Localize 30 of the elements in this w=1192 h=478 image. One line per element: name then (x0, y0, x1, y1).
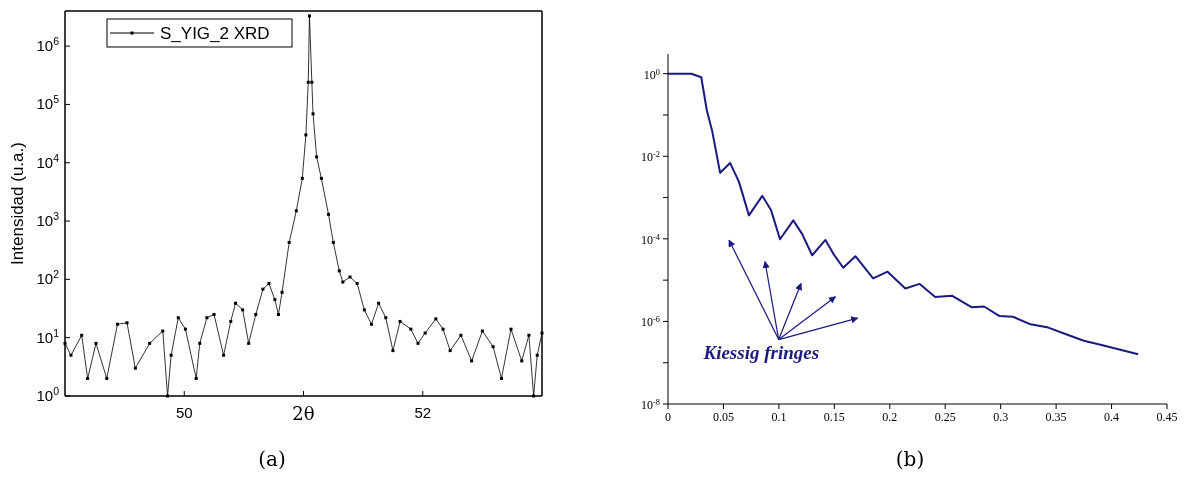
y-tick-label: 10$^{2}$ (36, 268, 60, 288)
y-tick-label: 10$^{0}$ (36, 385, 60, 404)
y-tick-label: 10$^{6}$ (36, 35, 60, 55)
x-tick-label: 0.1 (771, 410, 787, 424)
x-tick-label: 0.3 (993, 410, 1009, 424)
x-tick-label: 50 (175, 404, 193, 421)
y-tick-label: 10$^{4}$ (36, 151, 60, 171)
y-tick-label: 10$^{-6}$ (641, 314, 660, 330)
text: (b) (895, 447, 925, 471)
x-tick-label: 52 (414, 404, 432, 421)
legend-label: S_YIG_2 XRD (160, 24, 270, 43)
y-tick-label: 10$^{0}$ (643, 67, 660, 82)
y-tick-label: 10$^{5}$ (36, 93, 60, 113)
annotation: Kiessig fringes (702, 342, 820, 364)
x-tick-label: 0.15 (823, 410, 845, 424)
x-tick-label: 0 (665, 410, 671, 424)
x-tick-label: 0.05 (712, 410, 734, 424)
y-tick-label: 10$^{-4}$ (641, 232, 661, 247)
x-axis-title: 2θ (292, 403, 315, 424)
x-tick-label: 0.4 (1104, 410, 1120, 424)
y-axis-title: Intensidad (u.a.) (8, 142, 27, 265)
y-tick-label: 10$^{1}$ (36, 326, 60, 346)
x-tick-label: 0.35 (1045, 410, 1067, 424)
x-tick-label: 0.2 (882, 410, 898, 424)
text: (a) (258, 447, 286, 471)
x-tick-label: 0.45 (1156, 410, 1178, 424)
x-tick-label: 0.25 (934, 410, 956, 424)
y-tick-label: 10$^{-8}$ (641, 397, 660, 412)
y-tick-label: 10$^{-2}$ (641, 149, 660, 165)
y-tick-label: 10$^{3}$ (36, 210, 60, 230)
